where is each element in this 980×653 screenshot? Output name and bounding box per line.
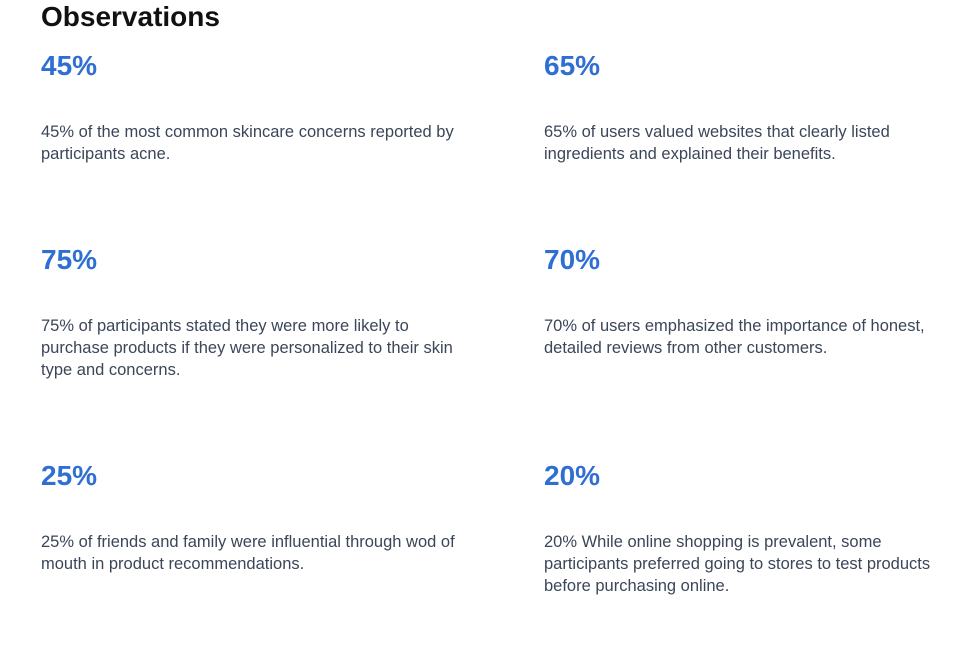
observation-card: 25% 25% of friends and family were influ… <box>41 459 481 575</box>
stat-value: 25% <box>41 460 98 491</box>
stat-description: 25% of friends and family were influenti… <box>41 533 455 573</box>
page-title: Observations <box>41 1 220 32</box>
observation-card: 75% 75% of participants stated they were… <box>41 243 481 381</box>
observation-card: 70% 70% of users emphasized the importan… <box>544 243 944 359</box>
stat-value: 20% <box>544 460 601 491</box>
stat-value: 75% <box>41 244 98 275</box>
stat-value: 45% <box>41 50 98 81</box>
stat-value: 65% <box>544 50 601 81</box>
observation-card: 65% 65% of users valued websites that cl… <box>544 49 944 165</box>
stat-description: 65% of users valued websites that clearl… <box>544 123 890 163</box>
stat-description: 20% While online shopping is prevalent, … <box>544 533 931 595</box>
observation-card: 20% 20% While online shopping is prevale… <box>544 459 944 597</box>
observation-card: 45% 45% of the most common skincare conc… <box>41 49 481 165</box>
stat-value: 70% <box>544 244 601 275</box>
stat-description: 75% of participants stated they were mor… <box>41 317 453 379</box>
stat-description: 45% of the most common skincare concerns… <box>41 123 454 163</box>
stat-description: 70% of users emphasized the importance o… <box>544 317 925 357</box>
